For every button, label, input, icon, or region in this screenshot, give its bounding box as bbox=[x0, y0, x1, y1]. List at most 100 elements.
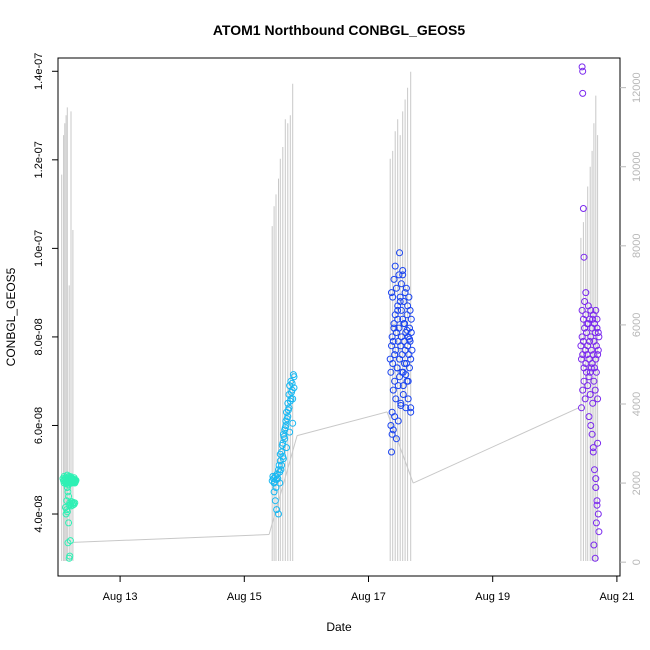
data-point bbox=[388, 333, 396, 341]
altitude-transit-line bbox=[296, 411, 388, 437]
data-point bbox=[402, 284, 410, 292]
data-point bbox=[594, 439, 602, 447]
data-point bbox=[584, 382, 592, 390]
data-point bbox=[579, 386, 587, 394]
data-point bbox=[273, 506, 281, 514]
data-point bbox=[277, 466, 285, 474]
data-point bbox=[64, 488, 72, 496]
data-point bbox=[395, 271, 403, 279]
data-point bbox=[584, 342, 592, 350]
data-point bbox=[586, 337, 594, 345]
data-point bbox=[587, 364, 595, 372]
data-point bbox=[579, 89, 587, 97]
data-point bbox=[398, 368, 406, 376]
y2-tick-label: 12000 bbox=[631, 72, 643, 103]
data-point bbox=[394, 382, 402, 390]
altitude-transit-line bbox=[386, 411, 414, 484]
x-axis-label: Date bbox=[326, 620, 352, 634]
data-point bbox=[283, 444, 290, 452]
data-point bbox=[593, 501, 601, 509]
y2-tick-label: 10000 bbox=[631, 151, 643, 182]
data-point bbox=[592, 306, 600, 314]
data-point bbox=[406, 335, 413, 343]
altitude-transit-line bbox=[268, 435, 298, 535]
data-point bbox=[389, 293, 397, 301]
data-point bbox=[69, 501, 77, 509]
y-axis-label: CONBGL_GEOS5 bbox=[4, 267, 18, 366]
data-point bbox=[278, 461, 286, 469]
data-point bbox=[394, 306, 402, 314]
data-point bbox=[397, 280, 405, 288]
data-point bbox=[286, 428, 294, 436]
x-axis: Aug 13 Aug 15 Aug 17 Aug 19 Aug 21 bbox=[103, 576, 634, 603]
data-point bbox=[408, 346, 416, 354]
x-tick-label: Aug 19 bbox=[475, 591, 510, 603]
data-point bbox=[271, 478, 279, 486]
data-point bbox=[391, 413, 399, 421]
data-point bbox=[403, 326, 411, 334]
y2-tick-label: 6000 bbox=[631, 313, 643, 337]
data-point bbox=[594, 510, 602, 518]
data-point bbox=[591, 386, 599, 394]
data-point bbox=[65, 519, 73, 527]
data-point bbox=[394, 417, 402, 425]
y-tick-label: 1.0e-07 bbox=[33, 230, 45, 267]
data-point bbox=[399, 315, 407, 323]
data-point bbox=[578, 355, 585, 363]
data-point bbox=[395, 324, 403, 332]
data-point bbox=[392, 395, 400, 403]
y2-axis: 0 2000 4000 6000 8000 10000 12000 bbox=[620, 72, 643, 565]
altitude-transit-line bbox=[72, 534, 270, 543]
x-tick-label: Aug 17 bbox=[351, 591, 386, 603]
data-point bbox=[275, 461, 283, 469]
data-point bbox=[392, 435, 400, 443]
y2-tick-label: 4000 bbox=[631, 392, 643, 416]
data-point bbox=[389, 360, 397, 367]
data-point bbox=[589, 444, 597, 452]
data-point bbox=[581, 298, 589, 305]
data-point bbox=[279, 455, 287, 463]
data-point bbox=[399, 271, 407, 279]
data-point bbox=[397, 402, 405, 409]
data-point bbox=[394, 315, 402, 323]
data-point bbox=[592, 519, 600, 527]
data-point bbox=[399, 382, 407, 390]
data-point bbox=[71, 499, 79, 507]
data-point bbox=[397, 306, 405, 314]
data-point bbox=[391, 377, 399, 385]
data-point bbox=[578, 306, 586, 314]
data-point bbox=[271, 497, 279, 505]
data-point bbox=[389, 386, 397, 394]
data-point bbox=[402, 371, 410, 379]
data-point bbox=[288, 379, 296, 387]
data-point bbox=[581, 395, 589, 403]
data-point bbox=[284, 406, 292, 414]
data-point bbox=[585, 413, 593, 421]
data-point bbox=[578, 404, 585, 412]
data-point bbox=[389, 337, 397, 345]
data-point bbox=[407, 329, 415, 336]
data-point bbox=[590, 541, 598, 549]
y2-tick-label: 2000 bbox=[631, 471, 643, 495]
data-point bbox=[578, 63, 586, 71]
data-point bbox=[276, 479, 284, 487]
data-point bbox=[588, 430, 596, 438]
data-point bbox=[399, 391, 407, 398]
data-point bbox=[390, 320, 398, 328]
x-tick-label: Aug 21 bbox=[599, 591, 634, 603]
y-tick-label: 8.0e-08 bbox=[33, 318, 45, 355]
x-tick-label: Aug 13 bbox=[103, 591, 138, 603]
y2-tick-label: 0 bbox=[631, 559, 643, 565]
data-point bbox=[582, 289, 590, 297]
data-point bbox=[401, 289, 409, 297]
data-point bbox=[400, 298, 408, 305]
y-tick-label: 1.2e-07 bbox=[33, 141, 45, 178]
data-point bbox=[593, 497, 601, 505]
data-point bbox=[583, 329, 590, 336]
plot-frame bbox=[57, 57, 621, 577]
data-point bbox=[586, 315, 594, 323]
data-point bbox=[387, 368, 395, 376]
data-point bbox=[594, 395, 602, 403]
data-point bbox=[594, 329, 602, 336]
